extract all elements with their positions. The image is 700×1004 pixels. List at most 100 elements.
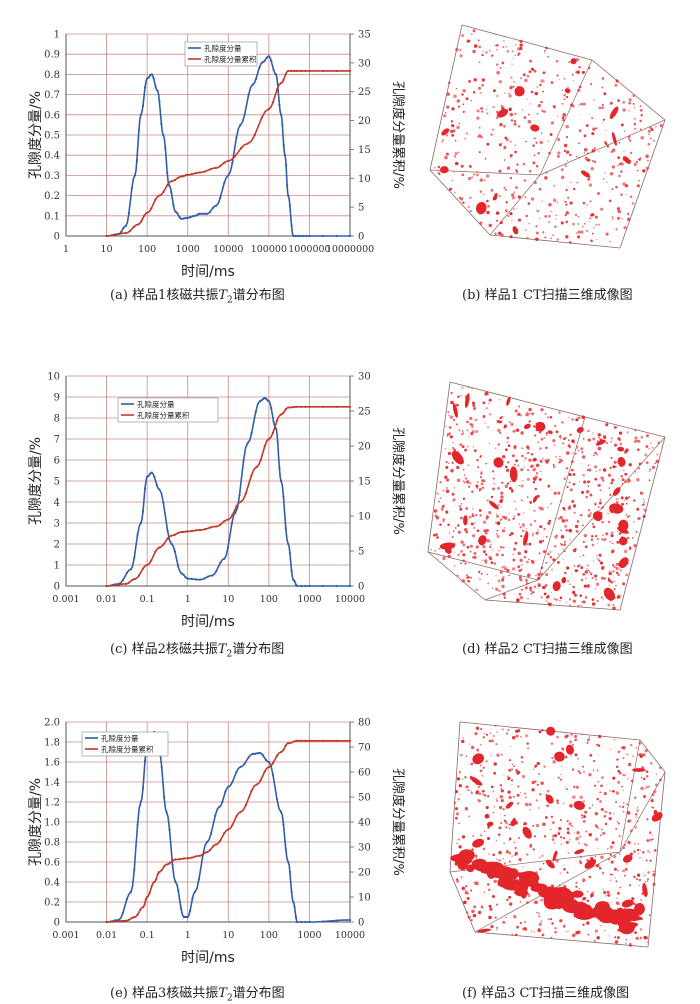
pore-dot [516, 47, 521, 51]
pore-dot [566, 485, 569, 489]
series-point [290, 224, 293, 227]
x-tick-label: 0.1 [140, 594, 155, 605]
series-point [267, 55, 270, 58]
pore-blob [621, 899, 634, 908]
pore-dot [500, 495, 504, 499]
pore-dot [521, 499, 523, 502]
pore-dot [580, 490, 585, 494]
pore-dot [618, 477, 619, 479]
series-point [136, 533, 139, 536]
pore-dot [565, 788, 569, 791]
legend-box [184, 41, 258, 67]
pore-dot [587, 464, 590, 467]
pore-dot [617, 210, 620, 213]
pore-dot [546, 600, 548, 602]
pore-dot [500, 233, 504, 237]
pore-dot [653, 139, 655, 142]
pore-dot [559, 872, 561, 874]
pore-dot [615, 791, 620, 795]
series-point [205, 850, 209, 854]
series-point [256, 752, 259, 755]
series-point [180, 531, 183, 534]
pore-dot [492, 89, 496, 93]
pore-dot [618, 438, 622, 442]
pore-dot [533, 509, 536, 512]
pore-dot [486, 210, 490, 215]
chart-sample2-t2: 0 1 2 3 4 5 6 7 8 9 10 0 5 10 15 20 25 30 0.001 0.01 0.1 1 10 1… [0, 362, 430, 631]
pore-dot [646, 839, 650, 842]
pore-dot [457, 530, 461, 534]
pore-dot [649, 126, 652, 130]
pore-dot [575, 213, 577, 216]
pore-dot [597, 744, 601, 747]
pore-dot [508, 94, 512, 98]
pore-dot [581, 816, 584, 819]
series-point [271, 431, 275, 434]
series-point [121, 579, 124, 582]
pore-dot [527, 113, 530, 116]
pore-dot [482, 847, 486, 851]
pore-dot [568, 416, 570, 419]
pore-dot [496, 753, 500, 757]
pore-dot [651, 806, 654, 809]
series-point [300, 405, 303, 408]
pore-dot [585, 495, 588, 499]
pore-dot [582, 923, 585, 926]
pore-dot [541, 457, 544, 460]
pore-dot [581, 733, 583, 735]
pore-dot [525, 528, 527, 530]
pore-dot [613, 588, 616, 591]
pore-dot [599, 791, 602, 794]
pore-dot [639, 857, 641, 859]
pore-dot [601, 484, 603, 486]
pore-dot [602, 122, 604, 124]
pore-dot [462, 497, 466, 500]
pore-dot [633, 162, 637, 166]
pore-dot [446, 432, 450, 436]
pore-dot [465, 97, 469, 101]
pore-dot [623, 549, 628, 554]
pore-dot [447, 523, 450, 527]
pore-dot [601, 77, 605, 80]
pore-dot [529, 103, 531, 105]
pore-dot [577, 416, 581, 420]
pore-dot [600, 476, 604, 480]
series-point [259, 458, 262, 462]
pore-dot [457, 798, 460, 801]
series-point [247, 93, 250, 96]
series-point [321, 739, 325, 742]
pore-dot [639, 491, 643, 495]
pore-dot [603, 791, 607, 796]
caption-d: (d) 样品2 CT扫描三维成像图 [462, 638, 633, 657]
pore-blob [552, 850, 558, 862]
series-point [174, 858, 177, 861]
pore-dot [482, 401, 486, 405]
pore-dot [651, 834, 653, 836]
series-point [165, 810, 168, 814]
series-point [154, 85, 157, 88]
pore-dot [571, 418, 574, 421]
pore-dot [603, 537, 607, 541]
series-point [182, 857, 185, 860]
pore-dot [560, 543, 564, 546]
pore-dot [591, 577, 594, 579]
pore-dot [519, 526, 522, 529]
x-axis-label: 时间/ms [181, 264, 235, 280]
series-point [203, 212, 206, 215]
pore-dot [534, 931, 536, 933]
pore-dot [549, 430, 553, 435]
cube-edge [539, 119, 666, 176]
pore-dot [636, 169, 639, 172]
pore-dot [448, 187, 453, 191]
pore-dot [568, 604, 571, 607]
pore-dot [651, 793, 655, 797]
pore-dot [531, 591, 535, 594]
pore-dot [508, 860, 511, 863]
series-point [231, 161, 234, 164]
pore-dot [566, 931, 568, 933]
pore-dot [459, 770, 461, 772]
pore-dot [584, 810, 588, 814]
pore-dot [577, 215, 580, 218]
pore-dot [503, 819, 507, 823]
